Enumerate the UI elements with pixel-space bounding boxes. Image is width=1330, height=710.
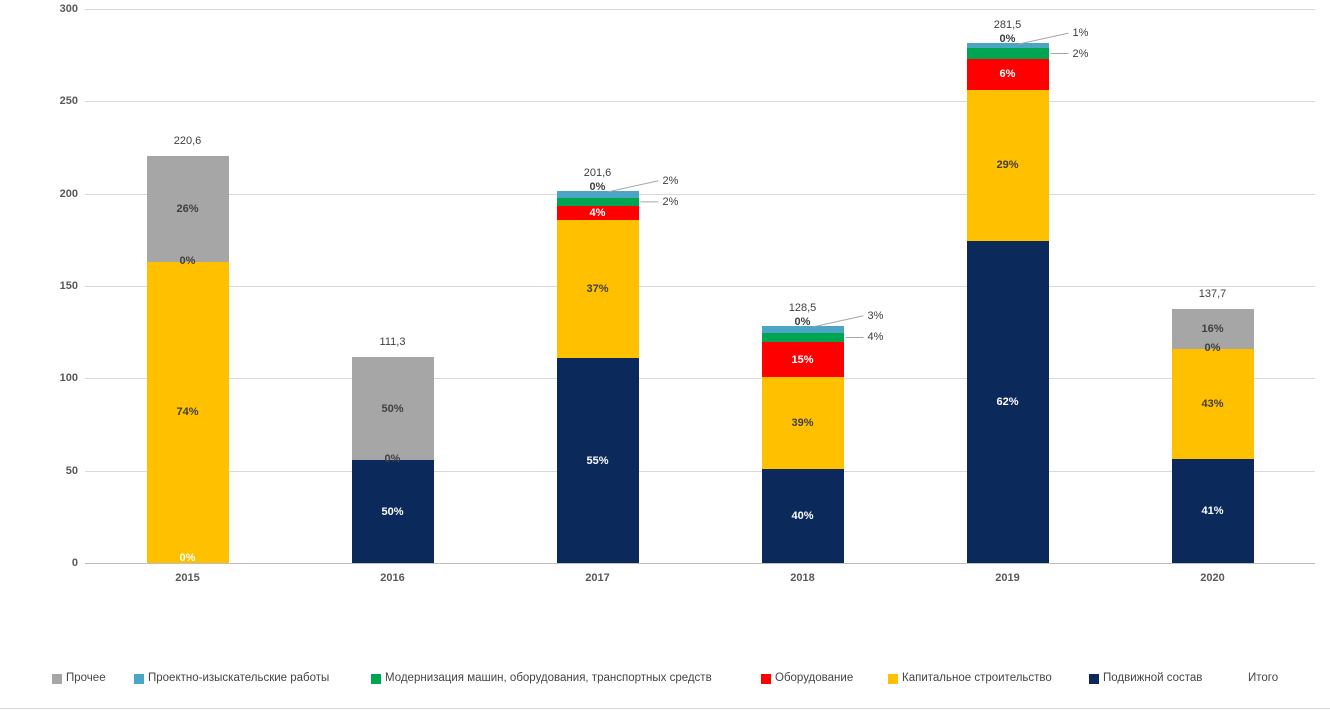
bottom-border-line (0, 708, 1330, 709)
legend-swatch (371, 674, 381, 684)
bar-segment-5-0 (1171, 458, 1254, 563)
x-axis-label-2018: 2018 (790, 572, 815, 584)
legend-label: Проектно-изыскательские работы (148, 672, 330, 684)
x-axis-label-2019: 2019 (995, 572, 1020, 584)
bar-segment-1-0 (351, 460, 434, 563)
segment-label-top: 0% (794, 315, 811, 328)
bar-segment-5-5 (1171, 308, 1254, 350)
legend-swatch (52, 674, 62, 684)
segment-label: 55% (586, 454, 609, 467)
segment-label: 50% (381, 402, 404, 415)
callout-label: 2% (1072, 47, 1089, 60)
bar-segment-1-5 (351, 357, 434, 461)
segment-label-bottom: 0% (179, 552, 196, 564)
gridline (85, 470, 1315, 472)
legend-label: Оборудование (775, 672, 854, 684)
callout-label: 4% (867, 331, 884, 344)
bar-segment-3-4 (761, 325, 844, 333)
bar-segment-0-5 (146, 155, 229, 262)
y-tick-label: 150 (59, 280, 78, 292)
legend-label: Прочее (66, 672, 106, 684)
callout-label: 2% (662, 195, 679, 208)
bar-segment-2-0 (556, 358, 639, 563)
gridline (85, 101, 1315, 103)
y-tick-label: 0 (71, 557, 78, 569)
callout-label: 2% (662, 174, 679, 187)
segment-label-boundary: 0% (179, 254, 196, 267)
legend-swatch (888, 674, 898, 684)
legend-swatch (1089, 674, 1099, 684)
gridline (85, 286, 1315, 287)
gridline (85, 378, 1315, 380)
segment-label: 50% (381, 505, 404, 518)
bar-segment-2-4 (556, 190, 639, 199)
bar-segment-5-1 (1171, 349, 1254, 459)
legend-item-total: Итого (1248, 672, 1279, 684)
total-value-label: 111,3 (379, 336, 406, 349)
bar-segment-3-3 (761, 332, 844, 343)
legend-label: Подвижной состав (1103, 672, 1203, 684)
segment-label: 26% (176, 202, 199, 215)
segment-label: 37% (586, 283, 609, 296)
x-axis-label-2016: 2016 (380, 572, 405, 584)
bar-segment-4-3 (966, 48, 1049, 59)
segment-label: 41% (1201, 504, 1224, 517)
bar-segment-4-1 (966, 89, 1049, 241)
segment-label-top: 0% (589, 180, 606, 193)
total-value-label: 137,7 (1198, 287, 1227, 300)
bar-segment-4-4 (966, 43, 1049, 49)
segment-label: 39% (791, 417, 814, 430)
gridline (85, 563, 1315, 564)
segment-label: 62% (996, 395, 1019, 408)
x-axis-label-2017: 2017 (585, 572, 610, 584)
segment-label: 15% (791, 353, 814, 366)
segment-label: 29% (996, 159, 1019, 172)
y-tick-label: 50 (65, 464, 78, 477)
bar-segment-3-0 (761, 469, 844, 563)
x-axis-label-2020: 2020 (1200, 572, 1225, 584)
segment-label: 16% (1201, 323, 1224, 336)
bar-segment-2-3 (556, 198, 639, 206)
legend-label: Модернизация машин, оборудования, трансп… (385, 672, 712, 684)
segment-label: 74% (176, 406, 199, 419)
bar-segment-2-2 (556, 205, 639, 221)
segment-label-boundary: 0% (384, 453, 401, 466)
bar-segment-4-2 (966, 58, 1049, 90)
callout-label: 1% (1072, 27, 1089, 40)
bar-segment-4-0 (966, 240, 1049, 563)
x-axis-label-2015: 2015 (175, 572, 200, 584)
y-tick-label: 100 (59, 372, 78, 385)
y-tick-label: 200 (59, 187, 78, 200)
total-value-label: 201,6 (583, 166, 612, 179)
bar-segment-3-1 (761, 377, 844, 470)
gridline (85, 9, 1315, 10)
segment-label: 4% (589, 207, 606, 220)
total-value-label: 128,5 (788, 301, 817, 314)
legend-swatch (134, 674, 144, 684)
segment-label: 40% (791, 510, 814, 522)
segment-label: 43% (1201, 398, 1224, 411)
legend-swatch (761, 674, 771, 684)
bar-segment-0-1 (146, 261, 229, 563)
y-tick-label: 300 (59, 3, 78, 15)
callout-label: 3% (867, 309, 884, 322)
gridline (85, 193, 1315, 195)
legend-label: Капитальное строительство (902, 672, 1052, 684)
total-value-label: 220,6 (173, 134, 202, 147)
bar-segment-3-2 (761, 342, 844, 378)
segment-label: 6% (999, 68, 1016, 81)
total-value-label: 281,5 (993, 19, 1022, 32)
segment-label-top: 0% (999, 33, 1016, 46)
segment-label-boundary: 0% (1204, 342, 1221, 355)
bar-segment-2-1 (556, 220, 639, 359)
y-tick-label: 250 (59, 95, 78, 108)
